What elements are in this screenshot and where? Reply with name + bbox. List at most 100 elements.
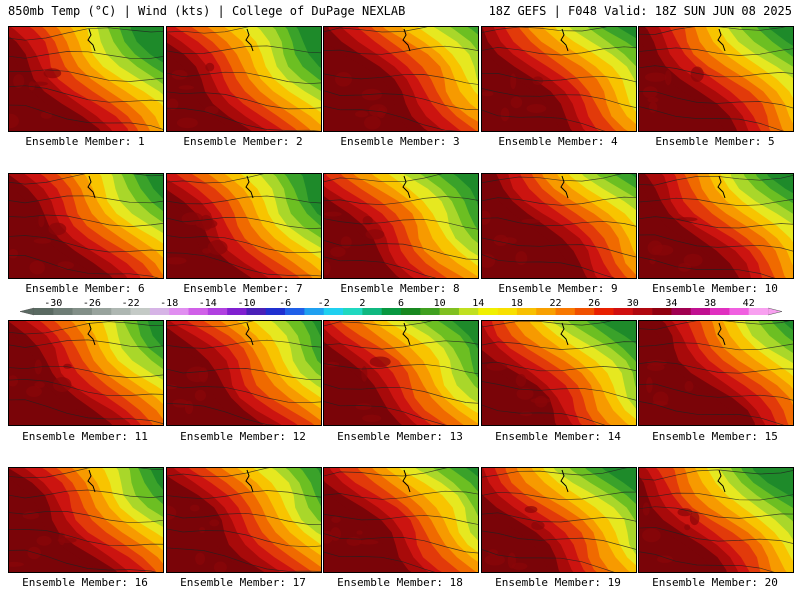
contour-line (9, 489, 163, 499)
chart-title: 850mb Temp (°C) | Wind (kts) | College o… (8, 4, 406, 18)
heat-blob (362, 216, 373, 226)
temperature-band (316, 468, 321, 476)
colorbar-tick-label: -18 (160, 298, 178, 309)
coastline (245, 28, 254, 52)
heat-blob (642, 502, 650, 516)
colorbar-segment (285, 308, 305, 315)
temperature-map (324, 468, 478, 572)
heat-blob (677, 508, 693, 517)
heat-blob (178, 85, 194, 90)
colorbar-max-arrow (767, 307, 783, 316)
temperature-band (752, 468, 793, 498)
coastline (87, 322, 96, 346)
contour-line (324, 196, 478, 206)
colorbar-segment (304, 308, 325, 315)
contour-line (9, 321, 163, 335)
coastline (560, 28, 569, 52)
contour-line (9, 511, 163, 524)
contour-line (482, 549, 615, 572)
colorbar-segment (690, 308, 711, 315)
colorbar-segment (729, 308, 749, 315)
heat-blob (194, 389, 206, 402)
heat-blob (28, 81, 35, 91)
contour-line (9, 235, 163, 253)
colorbar-tick-label: 14 (472, 298, 484, 309)
colorbar-segment (323, 308, 344, 315)
heat-blob (648, 101, 658, 113)
heat-blob (642, 86, 658, 99)
heat-blob (647, 359, 667, 366)
colorbar-min-arrow (19, 307, 35, 316)
ensemble-map-panel (8, 26, 164, 132)
ensemble-map-panel (638, 173, 794, 279)
contour-line (324, 105, 460, 131)
heat-blob (26, 386, 42, 397)
heat-blob (9, 113, 19, 129)
ensemble-member-label: Ensemble Member: 20 (652, 576, 778, 589)
ensemble-map-panel (481, 173, 637, 279)
heat-blob (369, 356, 391, 368)
contour-line (639, 342, 793, 351)
temperature-map (9, 174, 163, 278)
contour-line (482, 46, 636, 56)
temperature-map (639, 468, 793, 572)
colorbar-tick-label: 34 (665, 298, 677, 309)
heat-blob (36, 535, 52, 546)
heat-blob (172, 399, 189, 408)
colorbar-tick-label: 10 (434, 298, 446, 309)
ensemble-member-label: Ensemble Member: 13 (337, 430, 463, 443)
temperature-band (452, 321, 478, 349)
contour-line (639, 526, 793, 544)
heat-blob (57, 261, 74, 270)
heat-blob (683, 253, 703, 267)
ensemble-member-label: Ensemble Member: 2 (183, 135, 303, 148)
heat-blob (482, 210, 491, 225)
colorbar-segment (34, 308, 54, 315)
heat-blob (207, 240, 228, 255)
heat-blob (689, 511, 700, 526)
heat-blob (364, 116, 381, 130)
colorbar-segment (516, 308, 537, 315)
colorbar-segment (574, 308, 595, 315)
temperature-band (783, 321, 793, 331)
colorbar-segment (478, 308, 498, 315)
contour-line (482, 73, 636, 83)
ensemble-member-label: Ensemble Member: 11 (22, 430, 148, 443)
colorbar-segment (362, 308, 382, 315)
ensemble-map-panel (8, 320, 164, 426)
heat-blob (642, 528, 661, 543)
heat-blob (38, 214, 45, 228)
colorbar-tick-label: 42 (743, 298, 755, 309)
temperature-band (300, 321, 321, 365)
heat-blob (9, 561, 24, 567)
heat-blob (493, 234, 509, 246)
heat-blob (29, 260, 45, 275)
contour-line (9, 365, 163, 379)
heat-blob (176, 117, 198, 129)
coastline (717, 175, 726, 199)
colorbar-graphic: -30 -26 -22 -18 -14 -10 -6 -2 2 6 10 14 18 22 26 30 34 38… (19, 298, 783, 316)
contour-line (324, 218, 478, 230)
ensemble-member-label: Ensemble Member: 7 (183, 282, 303, 295)
temperature-band (467, 27, 478, 35)
temperature-map (167, 468, 321, 572)
contour-line (639, 506, 793, 519)
coastline (402, 322, 411, 346)
temperature-map (167, 174, 321, 278)
contour-line (482, 174, 622, 184)
heat-blob (534, 395, 548, 408)
colorbar-tick-label: 38 (704, 298, 716, 309)
heat-blob (324, 211, 342, 217)
heat-blob (171, 69, 188, 80)
coastline (402, 28, 411, 52)
colorbar-tick-label: 6 (398, 298, 404, 309)
coastline (87, 469, 96, 493)
temperature-map (324, 321, 478, 425)
colorbar-tick-label: 26 (588, 298, 600, 309)
colorbar-tick-label: 30 (627, 298, 639, 309)
contour-line (639, 256, 775, 278)
colorbar-segment (265, 308, 286, 315)
colorbar-segment (227, 308, 247, 315)
heat-blob (195, 552, 206, 565)
temperature-map (324, 174, 478, 278)
